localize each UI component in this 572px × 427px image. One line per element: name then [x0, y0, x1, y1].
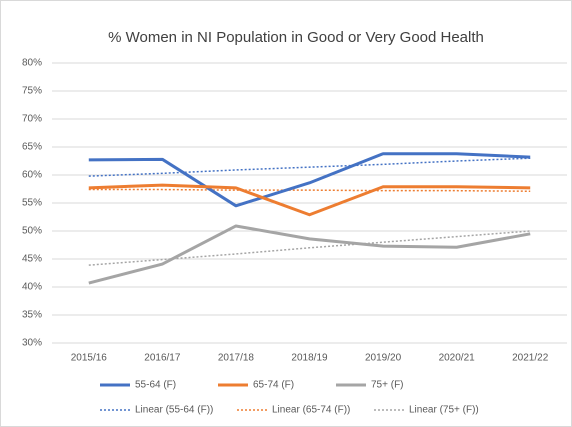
- y-tick-label: 45%: [22, 254, 42, 265]
- legend-label: 55-64 (F): [135, 380, 176, 391]
- trend-line: [88, 188, 531, 192]
- trend-line: [88, 157, 531, 177]
- x-tick-label: 2019/20: [365, 353, 402, 364]
- y-tick-label: 35%: [22, 310, 42, 321]
- x-tick-label: 2020/21: [439, 353, 476, 364]
- y-tick-label: 80%: [22, 58, 42, 69]
- legend-label: Linear (55-64 (F)): [135, 405, 213, 416]
- chart-title: % Women in NI Population in Good or Very…: [108, 29, 484, 46]
- x-tick-label: 2021/22: [512, 353, 549, 364]
- y-tick-label: 70%: [22, 114, 42, 125]
- legend-label: 65-74 (F): [253, 380, 294, 391]
- series-line: [88, 152, 531, 208]
- y-tick-label: 55%: [22, 198, 42, 209]
- y-tick-label: 75%: [22, 86, 42, 97]
- x-tick-label: 2017/18: [218, 353, 255, 364]
- series-line: [88, 183, 531, 217]
- legend-label: Linear (65-74 (F)): [272, 405, 350, 416]
- x-tick-label: 2015/16: [71, 353, 108, 364]
- y-tick-label: 50%: [22, 226, 42, 237]
- x-tick-label: 2016/17: [144, 353, 181, 364]
- trend-line: [88, 230, 531, 266]
- y-tick-label: 30%: [22, 338, 42, 349]
- y-tick-label: 60%: [22, 170, 42, 181]
- y-tick-label: 65%: [22, 142, 42, 153]
- legend-label: Linear (75+ (F)): [409, 405, 479, 416]
- legend-label: 75+ (F): [371, 380, 404, 391]
- series-line: [88, 224, 531, 285]
- x-tick-label: 2018/19: [291, 353, 328, 364]
- y-tick-label: 40%: [22, 282, 42, 293]
